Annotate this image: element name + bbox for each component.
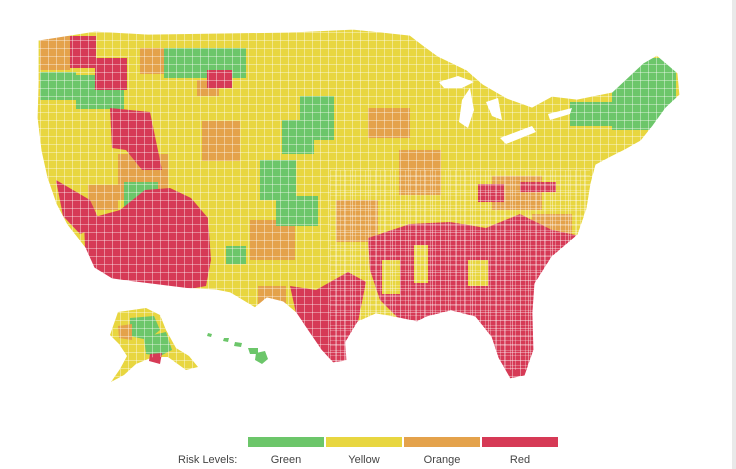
legend-label-red: Red	[509, 454, 531, 466]
legend-label-orange: Orange	[423, 454, 461, 466]
alaska	[110, 308, 198, 382]
frame-edge	[732, 0, 736, 469]
legend-swatch-green	[248, 437, 324, 447]
hawaii	[207, 333, 268, 364]
legend-swatch-yellow	[326, 437, 402, 447]
legend-item-red: Red	[482, 437, 558, 467]
legend-label-yellow: Yellow	[348, 454, 380, 466]
legend-item-orange: Orange	[404, 437, 480, 467]
legend-item-yellow: Yellow	[326, 437, 402, 467]
legend-title: Risk Levels:	[178, 454, 238, 466]
risk-level-legend: Risk Levels: Green Yellow Orange Red	[178, 437, 568, 467]
us-outline	[36, 28, 681, 380]
legend-item-green: Green	[248, 437, 324, 467]
legend-swatch-red	[482, 437, 558, 447]
legend-label-green: Green	[270, 454, 302, 466]
legend-swatch-orange	[404, 437, 480, 447]
great-lakes	[439, 76, 572, 144]
